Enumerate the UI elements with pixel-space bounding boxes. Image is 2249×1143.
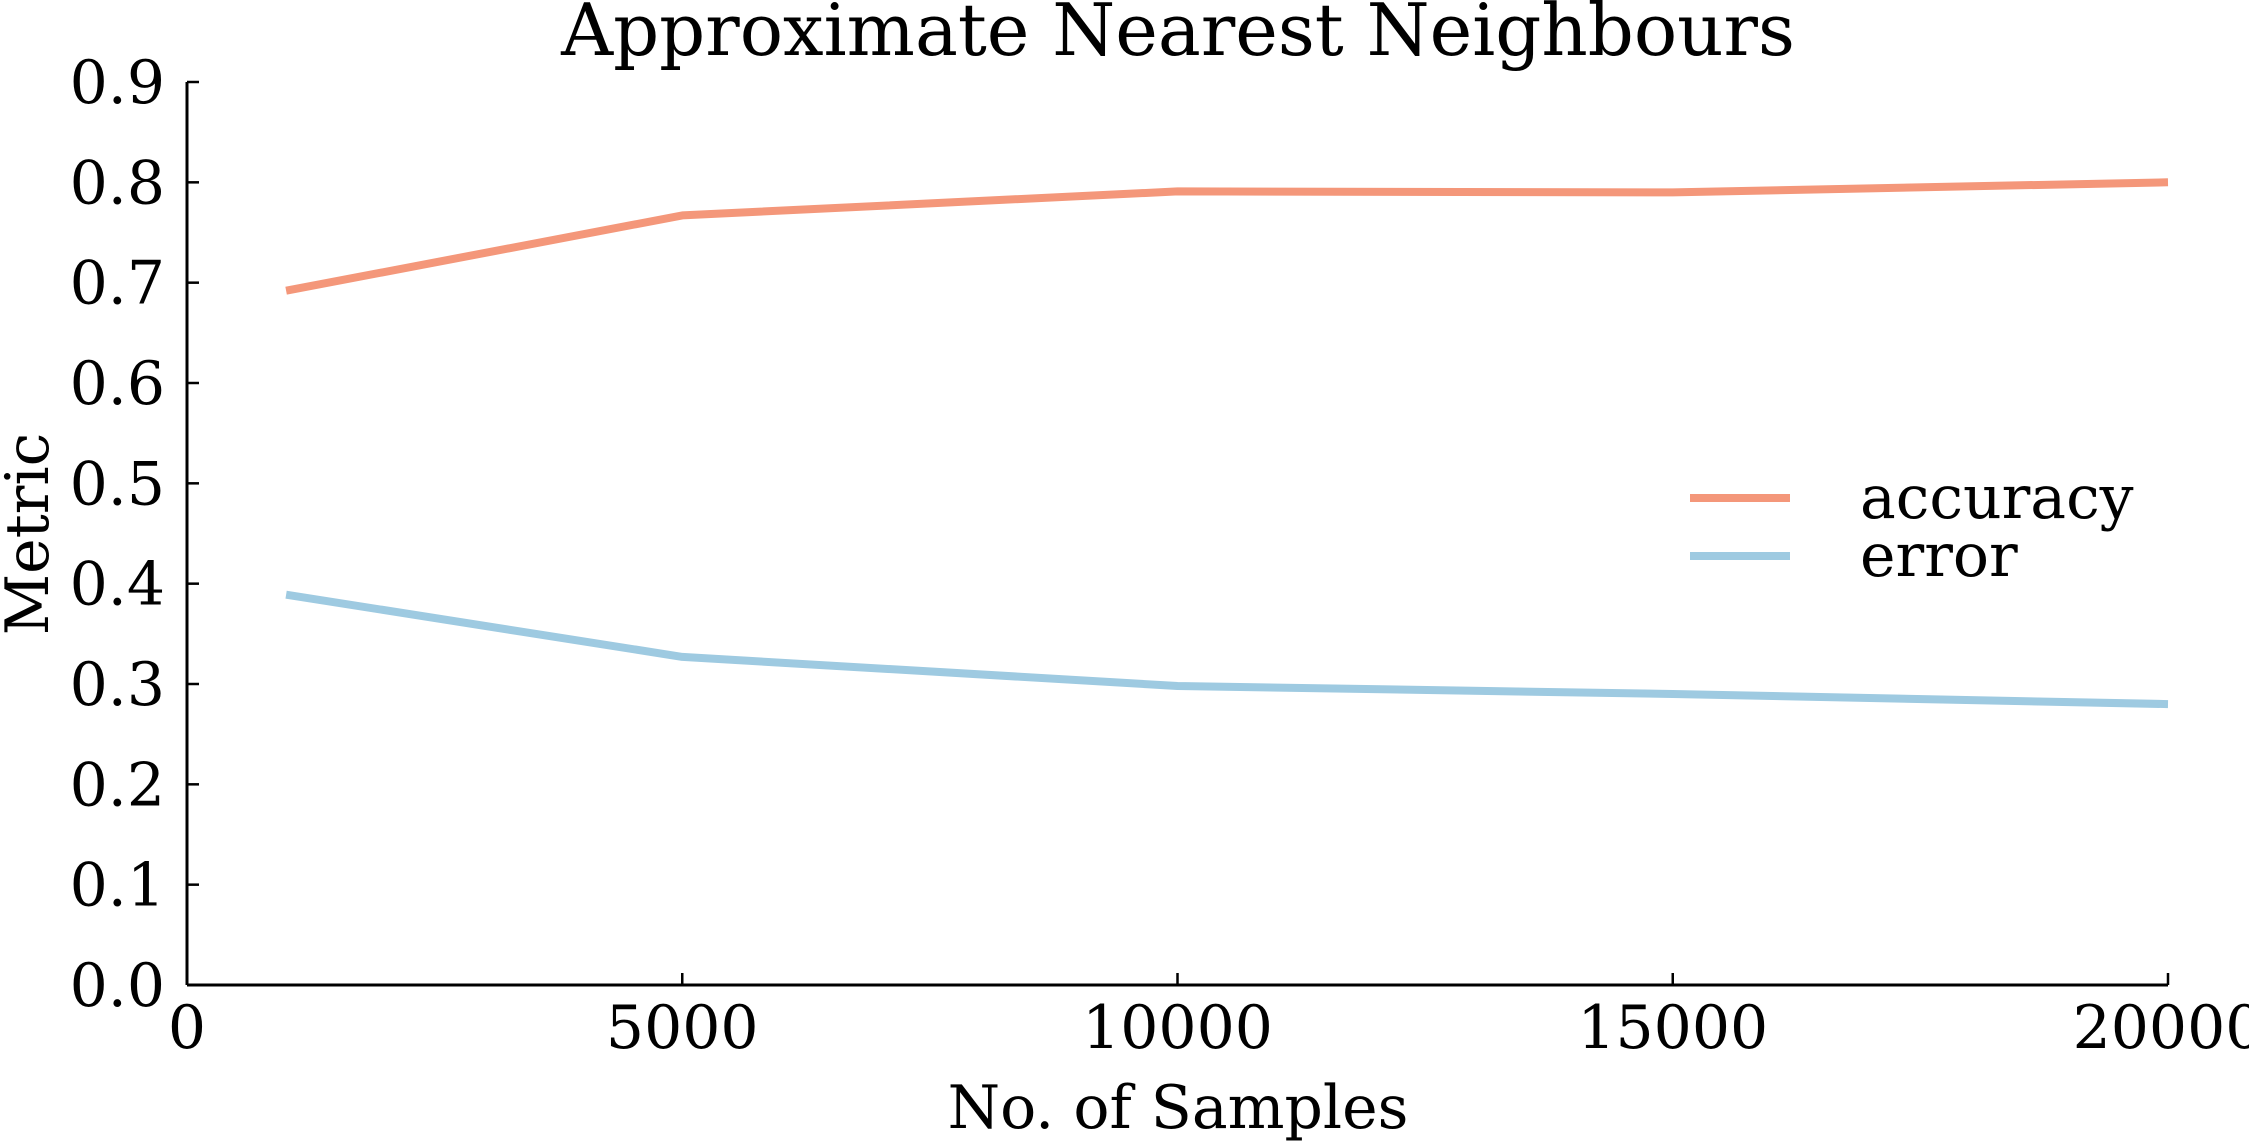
series-line-accuracy [285, 178, 2169, 295]
series-layer [285, 178, 2169, 709]
x-axis-label: No. of Samples [948, 1073, 1409, 1143]
axes: 0.0 0.1 0.2 0.3 0.4 0.5 0.6 0.7 0.8 0.9 0 5000 10000… [70, 48, 2249, 1063]
y-axis-label: Metric [0, 433, 63, 636]
y-tick-label: 0.5 [70, 449, 165, 519]
legend-label-error: error [1860, 521, 2018, 591]
x-tick-label: 0 [168, 993, 206, 1063]
y-tick-label: 0.7 [70, 249, 165, 319]
y-tick-label: 0.6 [70, 349, 165, 419]
series-line-error [285, 590, 2169, 709]
y-tick-label: 0.3 [70, 650, 165, 720]
chart-title: Approximate Nearest Neighbours [560, 0, 1795, 72]
y-tick-label: 0.4 [70, 550, 165, 620]
y-tick-label: 0.2 [70, 750, 165, 820]
x-tick-label: 5000 [606, 993, 759, 1063]
x-tick-label: 20000 [2073, 993, 2249, 1063]
x-tick-label: 10000 [1082, 993, 1273, 1063]
y-tick-label: 0.0 [70, 951, 165, 1021]
x-tick-label: 15000 [1577, 993, 1768, 1063]
legend-label-accuracy: accuracy [1860, 463, 2134, 533]
y-tick-label: 0.9 [70, 48, 165, 118]
y-tick-label: 0.1 [70, 851, 165, 921]
y-tick-label: 0.8 [70, 148, 165, 218]
